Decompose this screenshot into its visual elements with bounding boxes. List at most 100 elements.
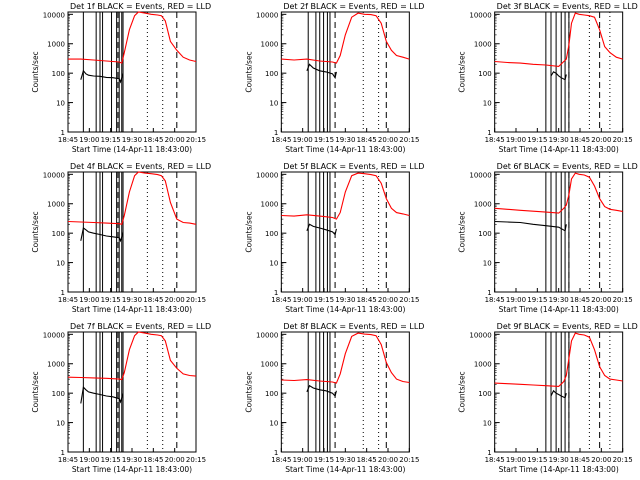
plot-title: Det 3f BLACK = Events, RED = LLD xyxy=(497,2,638,11)
events-series-line xyxy=(80,227,124,243)
y-tick-label: 1000 xyxy=(47,201,65,209)
plot-title: Det 5f BLACK = Events, RED = LLD xyxy=(283,162,424,171)
x-tick-label: 20:15 xyxy=(186,456,206,464)
x-tick-label: 20:15 xyxy=(186,136,206,144)
y-axis-label: Counts/sec xyxy=(458,51,467,92)
x-tick-label: 19:00 xyxy=(506,136,526,144)
y-tick-label: 10 xyxy=(56,260,65,268)
lld-series-line xyxy=(494,172,623,214)
lld-series-line xyxy=(67,171,197,225)
y-tick-label: 100 xyxy=(265,230,278,238)
plot-frame xyxy=(494,11,624,133)
y-tick-label: 1000 xyxy=(261,41,279,49)
x-axis-label: Start Time (14-Apr-11 18:43:00) xyxy=(72,305,192,314)
y-tick-label: 10 xyxy=(483,420,492,428)
x-tick-label: 19:30 xyxy=(335,136,355,144)
x-tick-label: 18:45 xyxy=(570,296,590,304)
x-tick-label: 18:45 xyxy=(58,136,78,144)
y-tick-label: 10 xyxy=(269,260,278,268)
lld-series-line xyxy=(68,11,197,64)
y-tick-label: 1000 xyxy=(474,41,492,49)
x-tick-label: 20:00 xyxy=(165,456,185,464)
y-tick-label: 100 xyxy=(52,230,65,238)
detector-panel-4: Det 4f BLACK = Events, RED = LLD 1 10 100 10… xyxy=(31,162,211,314)
events-series-line xyxy=(80,69,124,84)
plot-frame xyxy=(494,331,624,453)
events-series-line xyxy=(306,63,337,80)
x-tick-label: 19:00 xyxy=(79,456,99,464)
y-tick-label: 10000 xyxy=(43,11,65,19)
y-tick-label: 1 xyxy=(61,289,65,297)
events-series-line xyxy=(306,223,337,236)
plot-title: Det 4f BLACK = Events, RED = LLD xyxy=(70,162,211,171)
x-tick-label: 20:00 xyxy=(165,136,185,144)
y-axis-label: Counts/sec xyxy=(244,51,253,92)
x-tick-label: 18:45 xyxy=(143,296,163,304)
x-axis-label: Start Time (14-Apr-11 18:43:00) xyxy=(285,465,405,474)
x-tick-label: 18:45 xyxy=(485,456,505,464)
x-tick-label: 20:15 xyxy=(399,456,419,464)
lld-series-line xyxy=(67,331,197,381)
x-axis-label: Start Time (14-Apr-11 18:43:00) xyxy=(72,145,192,154)
x-tick-label: 18:45 xyxy=(58,296,78,304)
x-tick-label: 18:45 xyxy=(485,296,505,304)
y-tick-label: 10000 xyxy=(256,11,278,19)
plot-title: Det 9f BLACK = Events, RED = LLD xyxy=(497,322,638,331)
y-tick-label: 1 xyxy=(487,449,491,457)
x-tick-label: 19:30 xyxy=(549,136,569,144)
x-tick-label: 20:00 xyxy=(591,296,611,304)
x-tick-label: 19:30 xyxy=(335,296,355,304)
detector-panel-8: Det 8f BLACK = Events, RED = LLD 1 10 100 10… xyxy=(244,322,424,474)
x-tick-label: 19:30 xyxy=(122,136,142,144)
y-tick-label: 1000 xyxy=(474,361,492,369)
y-axis-label: Counts/sec xyxy=(31,51,40,92)
x-axis-label: Start Time (14-Apr-11 18:43:00) xyxy=(499,305,619,314)
x-tick-label: 18:45 xyxy=(570,136,590,144)
x-tick-label: 20:00 xyxy=(591,456,611,464)
y-tick-label: 10000 xyxy=(256,171,278,179)
detector-panel-3: Det 3f BLACK = Events, RED = LLD 1 10 100 10… xyxy=(458,2,638,154)
detector-panel-1: Det 1f BLACK = Events, RED = LLD 1 10 100 10… xyxy=(31,2,211,154)
x-tick-label: 19:15 xyxy=(527,136,547,144)
x-tick-label: 19:00 xyxy=(79,136,99,144)
x-tick-label: 19:00 xyxy=(506,296,526,304)
x-tick-label: 18:45 xyxy=(485,136,505,144)
plot-title: Det 7f BLACK = Events, RED = LLD xyxy=(70,322,211,331)
y-tick-label: 1000 xyxy=(474,201,492,209)
lld-series-line xyxy=(281,12,410,64)
y-tick-label: 10 xyxy=(483,260,492,268)
events-series-line xyxy=(80,386,124,404)
events-series-line xyxy=(306,384,337,398)
x-axis-label: Start Time (14-Apr-11 18:43:00) xyxy=(499,145,619,154)
x-tick-label: 20:15 xyxy=(613,296,633,304)
x-tick-label: 19:15 xyxy=(101,136,121,144)
lld-series-line xyxy=(494,332,623,387)
y-tick-label: 1 xyxy=(61,449,65,457)
x-tick-label: 18:45 xyxy=(143,136,163,144)
x-tick-label: 19:30 xyxy=(122,296,142,304)
y-tick-label: 1000 xyxy=(261,361,279,369)
x-tick-label: 18:45 xyxy=(271,136,291,144)
x-tick-label: 20:00 xyxy=(378,136,398,144)
y-tick-label: 10 xyxy=(269,420,278,428)
y-axis-label: Counts/sec xyxy=(244,371,253,412)
plot-frame xyxy=(280,331,410,453)
y-tick-label: 100 xyxy=(52,70,65,78)
y-tick-label: 10000 xyxy=(469,171,491,179)
detector-panel-2: Det 2f BLACK = Events, RED = LLD 1 10 100 10… xyxy=(244,2,424,154)
x-tick-label: 18:45 xyxy=(357,456,377,464)
x-tick-label: 19:30 xyxy=(122,456,142,464)
x-tick-label: 20:15 xyxy=(399,136,419,144)
lld-series-line xyxy=(281,332,410,384)
y-tick-label: 1000 xyxy=(261,201,279,209)
x-axis-label: Start Time (14-Apr-11 18:43:00) xyxy=(285,145,405,154)
lld-series-line xyxy=(281,172,410,220)
y-tick-label: 10 xyxy=(56,420,65,428)
plot-title: Det 8f BLACK = Events, RED = LLD xyxy=(283,322,424,331)
x-tick-label: 19:15 xyxy=(314,456,334,464)
x-tick-label: 20:15 xyxy=(399,296,419,304)
y-tick-label: 1000 xyxy=(47,361,65,369)
x-tick-label: 18:45 xyxy=(570,456,590,464)
x-tick-label: 19:00 xyxy=(506,456,526,464)
